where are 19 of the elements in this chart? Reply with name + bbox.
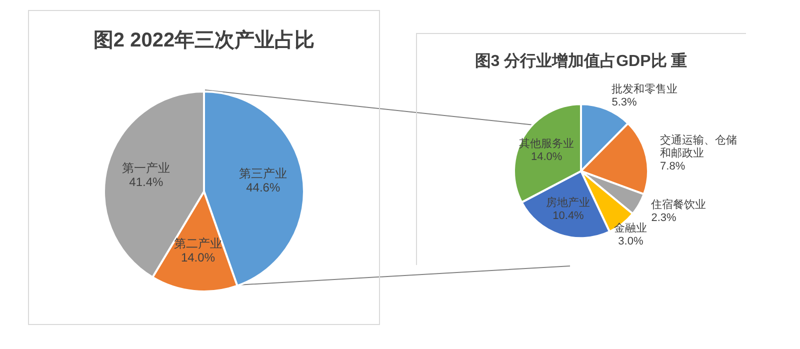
slice-label: 第二产业 [174, 236, 222, 251]
data-label: 44.6% [246, 180, 280, 195]
slice-label: 批发和零售业 [612, 82, 678, 96]
slice-label: 交通运输、仓储和邮政业 [660, 133, 738, 160]
data-label: 7.8% [660, 160, 686, 172]
data-label: 14.0% [180, 250, 216, 265]
data-label: 10.4% [552, 210, 584, 222]
slice-label: 第一产业 [122, 160, 170, 175]
data-label: 14.0% [530, 150, 562, 163]
slice-label: 金融业 [614, 222, 648, 235]
slice-label: 房地产业 [546, 196, 590, 209]
slice-label: 第三产业 [239, 166, 288, 181]
data-label: 5.3% [612, 96, 638, 109]
data-label: 2.3% [651, 212, 677, 224]
slice-label: 住宿餐饮业 [651, 198, 706, 211]
data-label: 3.0% [618, 236, 644, 248]
chart-title: 图3 分行业增加值占GDP比 重 [474, 52, 688, 70]
data-label: 41.4% [129, 174, 164, 189]
chart-title: 图2 2022年三次产业占比 [93, 28, 315, 52]
